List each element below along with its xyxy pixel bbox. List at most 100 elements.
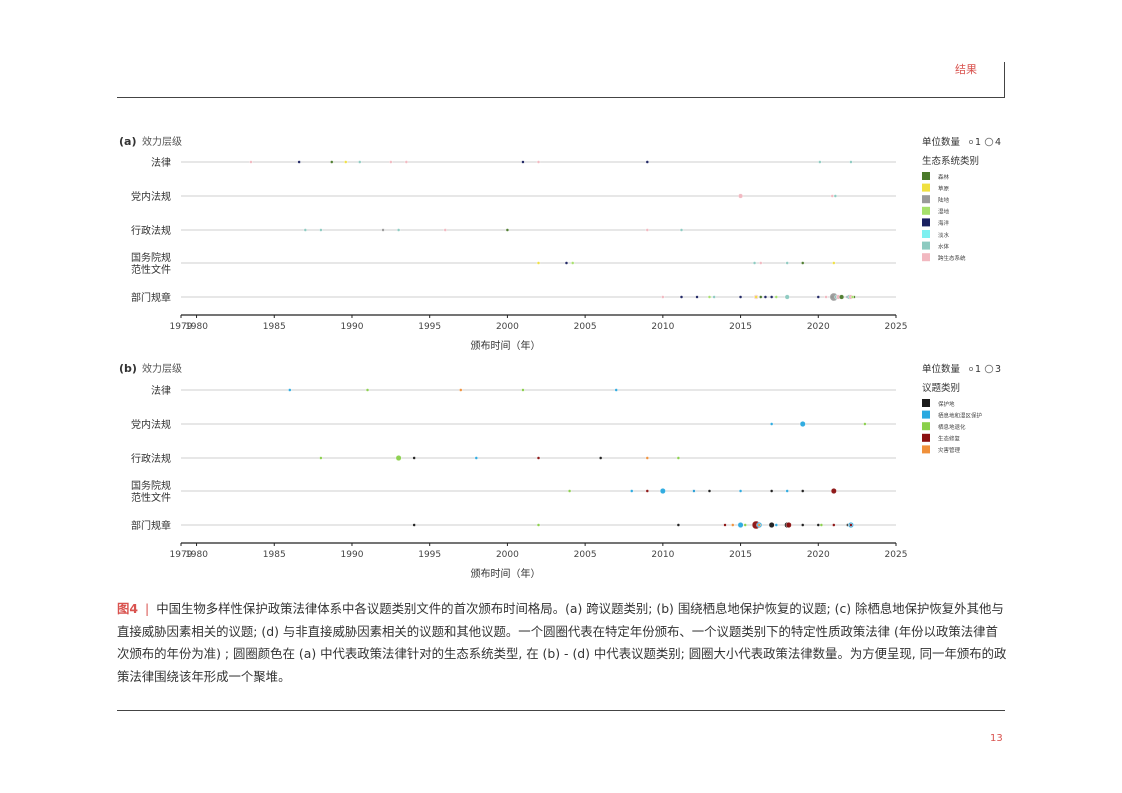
panel-b-legend-size-min-marker bbox=[969, 366, 974, 371]
panel-a-x-tick-label-5: 2000 bbox=[496, 322, 519, 332]
panel-b-point bbox=[801, 523, 805, 527]
panel-a-point bbox=[570, 261, 575, 265]
panel-b-x-tick-label-4: 1995 bbox=[418, 550, 441, 560]
panel-b-point bbox=[849, 523, 853, 527]
panel-a-x-title: 颁布时间（年） bbox=[471, 339, 541, 352]
panel-a-point bbox=[785, 261, 789, 265]
panel-a-point bbox=[381, 228, 385, 232]
panel-b-point bbox=[567, 489, 572, 493]
panel-a-point bbox=[536, 160, 541, 164]
panel-b-x-tick-label-8: 2015 bbox=[729, 550, 752, 560]
header-divider-vertical bbox=[1004, 62, 1005, 97]
panel-b-point bbox=[459, 388, 463, 392]
panel-a-y-title: 效力层级 bbox=[142, 135, 182, 148]
panel-a-row-label-2: 行政法规 bbox=[131, 224, 171, 237]
panel-a-point bbox=[832, 261, 836, 265]
panel-b-point bbox=[536, 456, 541, 460]
panel-a-point bbox=[564, 261, 569, 265]
panel-b-legend-label-2: 栖息地退化 bbox=[938, 423, 966, 431]
panel-a-point bbox=[645, 228, 650, 232]
panel-a-point bbox=[536, 261, 541, 265]
panel-b-point bbox=[723, 523, 727, 527]
panel-a-row-label-1: 党内法规 bbox=[131, 190, 171, 203]
figure-caption: 图4 | 中国生物多样性保护政策法律体系中各议题类别文件的首次颁布时间格局。(a) … bbox=[117, 598, 1007, 688]
panel-b-row-label-2: 行政法规 bbox=[131, 452, 171, 465]
panel-b-point bbox=[863, 422, 867, 426]
panel-b-point bbox=[692, 489, 696, 493]
panel-a-point bbox=[661, 295, 665, 299]
panel-a-point bbox=[833, 194, 838, 198]
panel-b-point bbox=[536, 523, 541, 527]
panel-a-point bbox=[344, 160, 348, 164]
panel-b-y-title: 效力层级 bbox=[142, 362, 182, 375]
panel-b-point bbox=[659, 488, 666, 494]
panel-b-x-tick-label-9: 2020 bbox=[807, 550, 830, 560]
panel-a-legend-size-max-label: 4 bbox=[995, 137, 1001, 148]
panel-b-x-tick-label-5: 2000 bbox=[496, 550, 519, 560]
panel-b-point bbox=[785, 522, 792, 528]
panel-a-legend-label-3: 湿地 bbox=[938, 208, 950, 216]
panel-a-point bbox=[443, 228, 447, 232]
panel-a-point bbox=[818, 160, 822, 164]
panel-a-x-tick-label-0: 1979 bbox=[170, 322, 193, 332]
panel-a-point bbox=[679, 295, 684, 299]
panel-a-point bbox=[752, 261, 757, 265]
panel-a-legend-swatch-7 bbox=[922, 253, 930, 262]
page-number: 13 bbox=[990, 733, 1003, 744]
panel-a-legend-swatch-1 bbox=[922, 183, 930, 192]
panel-b-row-label-3: 范性文件 bbox=[131, 491, 171, 504]
panel-a-legend-swatch-4 bbox=[922, 218, 930, 227]
panel-a-x-tick-label-7: 2010 bbox=[651, 322, 674, 332]
panel-a-x-tick-label-6: 2005 bbox=[574, 322, 597, 332]
panel-a-legend-label-0: 森林 bbox=[938, 173, 950, 181]
panel-a-x-tick-label-1: 1980 bbox=[185, 322, 208, 332]
panel-a-x-tick-label-4: 1995 bbox=[418, 322, 441, 332]
panel-b-point bbox=[799, 421, 806, 427]
panel-a-point bbox=[754, 295, 758, 299]
panel-a-point bbox=[839, 294, 845, 300]
panel-a-point bbox=[738, 295, 743, 299]
panel-a-legend-swatch-6 bbox=[922, 241, 930, 250]
panel-b-point bbox=[412, 456, 416, 460]
panel-b-point bbox=[676, 523, 681, 527]
panel-b-point bbox=[645, 456, 650, 460]
panel-a-label: (a) bbox=[119, 135, 136, 148]
panel-b-row-label-1: 党内法规 bbox=[131, 418, 171, 431]
panel-a-legend-label-2: 陆地 bbox=[938, 196, 950, 204]
panel-a-point bbox=[389, 160, 393, 164]
panel-a-point bbox=[830, 194, 834, 198]
panel-b-x-tick-label-0: 1979 bbox=[170, 550, 193, 560]
panel-a-x-tick-label-10: 2025 bbox=[885, 322, 908, 332]
panel-b-legend-size-max-marker bbox=[984, 364, 994, 374]
panel-b-point bbox=[785, 489, 789, 493]
panel-a-row-label-3: 范性文件 bbox=[131, 263, 171, 276]
panel-b-point bbox=[598, 456, 603, 460]
panel-b-x-tick-label-1: 1980 bbox=[185, 550, 208, 560]
caption-label: 图4 bbox=[117, 601, 139, 616]
panel-b-legend-label-3: 生态修复 bbox=[938, 435, 961, 443]
panel-a-legend-swatch-3 bbox=[922, 206, 930, 215]
panel-b-legend-swatch-0 bbox=[922, 399, 930, 407]
panel-b-point bbox=[743, 523, 747, 527]
panel-a-legend-swatch-5 bbox=[922, 230, 930, 238]
panel-b-legend-size-title: 单位数量 bbox=[922, 363, 961, 375]
panel-a-point bbox=[712, 295, 716, 299]
panel-b-point bbox=[832, 523, 836, 527]
panel-b-point bbox=[319, 456, 323, 460]
panel-b-point bbox=[395, 455, 402, 461]
panel-b-point bbox=[737, 522, 744, 528]
panel-a-legend-label-6: 水体 bbox=[938, 242, 950, 250]
panel-a-point bbox=[769, 295, 774, 299]
panel-a-point bbox=[645, 160, 650, 164]
panel-a-x-tick-label-8: 2015 bbox=[729, 322, 752, 332]
panel-a-point bbox=[330, 160, 334, 164]
panel-b-legend-color-title: 议题类别 bbox=[922, 382, 960, 394]
panel-b-point bbox=[645, 489, 650, 493]
panel-b-point bbox=[769, 422, 774, 426]
panel-a-point bbox=[404, 160, 409, 164]
panel-b-point bbox=[676, 456, 681, 460]
panel-a-point bbox=[319, 228, 323, 232]
panel-a-x-tick-label-9: 2020 bbox=[807, 322, 830, 332]
panel-a-legend-color-title: 生态系统类别 bbox=[922, 155, 979, 167]
